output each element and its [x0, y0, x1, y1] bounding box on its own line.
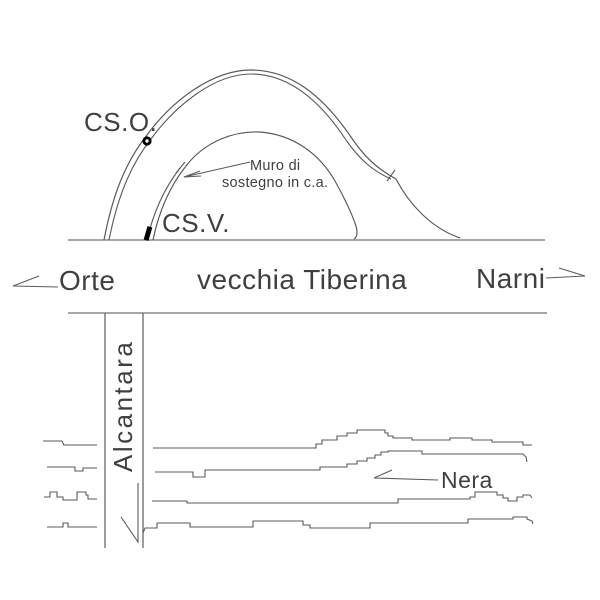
arrow-down-icon — [120, 483, 139, 544]
nera-leader-arrowhead-icon — [373, 469, 393, 479]
river-line-left-4 — [47, 522, 97, 528]
muro-note-line2: sostegno in c.a. — [222, 175, 328, 191]
main-road-label: vecchia Tiberina — [197, 264, 407, 295]
river-contours — [43, 429, 534, 534]
arrow-left-icon — [12, 275, 59, 288]
alcantara-label: Alcantara — [108, 340, 138, 472]
river-line-right-1 — [153, 429, 532, 449]
river-line-right-4 — [142, 516, 534, 534]
cs-v-marker — [143, 226, 153, 241]
direction-arrows — [12, 267, 586, 288]
alcantara-road — [104, 313, 144, 548]
outer-loop-end-tick — [386, 169, 396, 182]
nera-leader-shaft — [373, 477, 439, 481]
outer-loop-curve-inner-line — [108, 73, 392, 241]
river-line-right-3 — [152, 491, 533, 504]
muro-leader-shaft — [183, 161, 251, 178]
dest-right-label: Narni — [476, 263, 545, 294]
retaining-wall-tick — [175, 161, 186, 174]
muro-leader-arrowhead-icon — [183, 170, 202, 178]
nera-label: Nera — [441, 467, 493, 493]
inner-dome-curve — [152, 131, 358, 241]
river-line-left-1 — [43, 440, 97, 446]
dest-left-label: Orte — [59, 265, 115, 296]
arrow-right-icon — [545, 267, 586, 279]
nera-leader — [373, 469, 439, 481]
overpass-curves — [103, 69, 461, 241]
cs-v-label: CS.V. — [162, 208, 230, 238]
muro-note-line1: Muro di — [250, 158, 300, 174]
river-line-left-3 — [44, 491, 97, 501]
river-line-right-2 — [155, 450, 528, 478]
cs-o-label: CS.O. — [84, 107, 157, 137]
survey-markers — [142, 136, 153, 241]
cs-o-marker-hole — [145, 139, 149, 143]
river-line-left-2 — [47, 466, 97, 472]
text-labels: CS.O. CS.V. Muro di sostegno in c.a. Ort… — [59, 107, 545, 493]
outer-loop-curve — [103, 69, 461, 241]
muro-leader — [183, 161, 251, 178]
